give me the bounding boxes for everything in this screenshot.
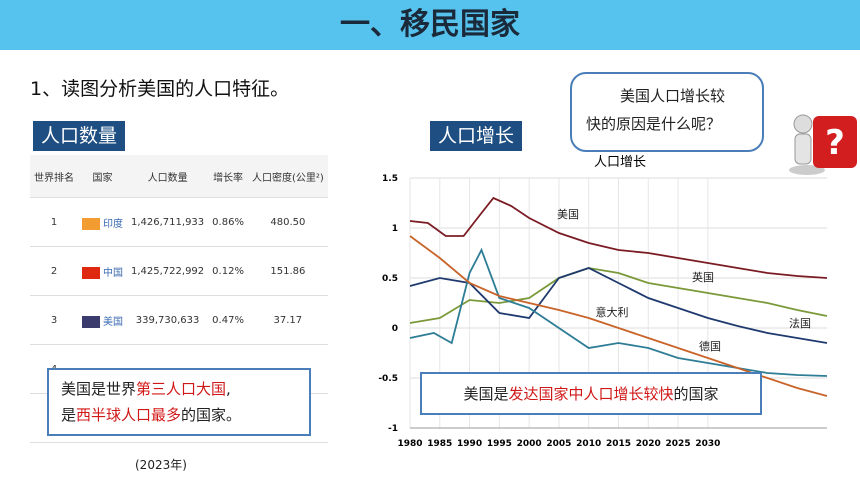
- callout-line: 美国是世界第三人口大国,: [61, 376, 297, 402]
- table-cell: 1,425,722,992: [127, 246, 209, 296]
- table-header: 人口数量: [127, 155, 209, 198]
- country-name: 中国: [103, 267, 123, 279]
- table-cell: 美国: [78, 295, 127, 345]
- table-cell: 1: [30, 197, 78, 247]
- chart-title: 人口增长: [594, 155, 646, 170]
- callout-right: 美国是发达国家中人口增长较快的国家: [420, 372, 762, 415]
- x-tick-label: 2015: [606, 439, 631, 449]
- table-cell: 151.86: [247, 246, 328, 296]
- series-line: [409, 267, 828, 344]
- table-header-row: 世界排名 国家 人口数量 增长率 人口密度(公里²): [30, 155, 328, 198]
- question: 1、读图分析美国的人口特征。: [30, 78, 290, 100]
- table-note: (2023年): [135, 458, 187, 472]
- flag: [82, 217, 100, 230]
- series-label: 意大利: [596, 305, 629, 319]
- table-cell: 3: [30, 295, 78, 345]
- x-tick-label: 2000: [517, 439, 542, 449]
- y-tick-label: -1: [388, 424, 398, 434]
- x-tick-label: 2020: [636, 439, 661, 449]
- table-header: 人口密度(公里²): [247, 155, 328, 198]
- flag: [82, 315, 100, 328]
- x-tick-label: 1980: [397, 439, 422, 449]
- header-title: 一、移民国家: [0, 0, 860, 50]
- highlight: 第三人口大国: [136, 380, 227, 398]
- y-tick-label: 1: [392, 224, 398, 234]
- table-cell: 1,426,711,933: [127, 197, 209, 247]
- series-label: 美国: [557, 208, 579, 221]
- series-label: 法国: [789, 316, 811, 330]
- text-part: ,: [226, 380, 231, 398]
- bubble-line: 快的原因是什么呢？: [586, 115, 722, 133]
- series-label: 德国: [699, 339, 721, 353]
- callout-left: 美国是世界第三人口大国, 是西半球人口最多的国家。: [47, 368, 311, 436]
- table-row: 2 中国 1,425,722,992 0.12% 151.86: [30, 246, 328, 296]
- x-tick-label: 2010: [576, 439, 601, 449]
- x-tick-label: 1985: [427, 439, 452, 449]
- series-line: [409, 247, 828, 377]
- table-cell: 印度: [78, 197, 127, 247]
- x-tick-label: 2030: [695, 439, 720, 449]
- table-cell: 0.47%: [208, 295, 248, 345]
- table-row: 3 美国 339,730,633 0.47% 37.17: [30, 295, 328, 345]
- svg-text:?: ?: [825, 123, 845, 163]
- text-part: 的国家。: [181, 406, 242, 424]
- table-cell: 中国: [78, 246, 127, 296]
- table-cell: 0.86%: [208, 197, 248, 247]
- table-row: 1 印度 1,426,711,933 0.86% 480.50: [30, 197, 328, 247]
- country-name: 印度: [103, 218, 123, 230]
- right-label: 人口增长: [430, 121, 523, 151]
- text-part: 美国是世界: [61, 380, 137, 398]
- table-cell: 480.50: [247, 197, 328, 247]
- bubble-line: 美国人口增长较: [620, 87, 726, 105]
- table-cell: 2: [30, 246, 78, 296]
- table-cell: 339,730,633: [127, 295, 209, 345]
- highlight: 西半球人口最多: [76, 406, 182, 424]
- y-tick-label: 0.5: [382, 274, 398, 284]
- x-tick-label: 1990: [457, 439, 482, 449]
- left-label: 人口数量: [33, 121, 126, 151]
- table-cell: 37.17: [247, 295, 328, 345]
- y-tick-label: 0: [392, 324, 398, 334]
- series-label: 英国: [692, 270, 714, 284]
- question-icon: ?: [789, 114, 857, 175]
- y-tick-label: -0.5: [378, 374, 398, 384]
- text-part: 美国是: [463, 385, 509, 403]
- callout-line: 是西半球人口最多的国家。: [61, 402, 297, 428]
- series-line: [409, 196, 828, 279]
- text-part: 是: [61, 406, 77, 424]
- table-cell: 0.12%: [208, 246, 248, 296]
- speech-bubble: 美国人口增长较 快的原因是什么呢？: [570, 72, 764, 152]
- series-line: [409, 267, 828, 324]
- flag: [82, 266, 100, 279]
- highlight: 发达国家中人口增长较快: [508, 385, 674, 403]
- x-tick-label: 1995: [487, 439, 512, 449]
- table-header: 世界排名: [30, 155, 78, 198]
- text-part: 的国家: [673, 385, 719, 403]
- country-name: 美国: [103, 316, 123, 328]
- x-tick-label: 2005: [546, 439, 571, 449]
- table-header: 国家: [78, 155, 127, 198]
- table-header: 增长率: [208, 155, 248, 198]
- x-tick-label: 2025: [666, 439, 691, 449]
- y-tick-label: 1.5: [382, 174, 398, 184]
